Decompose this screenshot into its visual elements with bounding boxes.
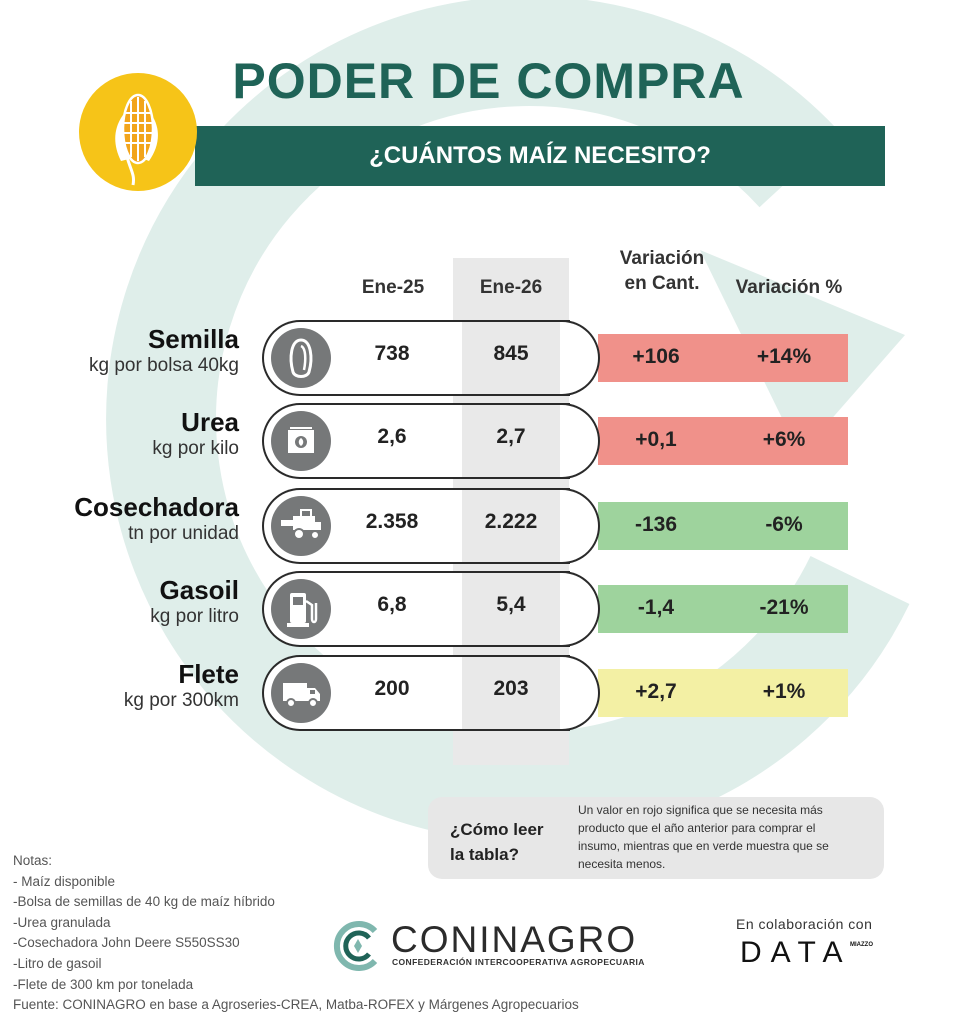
table-row: Semilla kg por bolsa 40kg 738 845 +106 +… xyxy=(0,320,977,396)
row-unit: tn por unidad xyxy=(128,523,239,544)
value-ene25: 738 xyxy=(374,342,410,365)
subtitle: ¿CUÁNTOS MAÍZ NECESITO? xyxy=(369,142,711,169)
row-pill-right xyxy=(560,320,600,396)
row-label: Urea kg por kilo xyxy=(152,407,239,461)
source-line: Fuente: CONINAGRO en base a Agroseries-C… xyxy=(13,997,579,1013)
column-header-var-cant-line1: Variación xyxy=(619,248,705,269)
variation-bar-red xyxy=(598,334,848,382)
seed-icon xyxy=(271,328,331,388)
how-to-read-answer: Un valor en rojo significa que se necesi… xyxy=(578,803,829,871)
row-pill-right xyxy=(560,488,600,564)
value-ene26: 2.222 xyxy=(484,510,538,533)
value-ene25: 200 xyxy=(374,677,410,700)
value-ene26: 203 xyxy=(493,677,529,700)
note-line: -Bolsa de semillas de 40 kg de maíz híbr… xyxy=(13,894,275,910)
coninagro-logo-subtitle: CONFEDERACIÓN INTERCOOPERATIVA AGROPECUA… xyxy=(392,957,645,967)
variation-cant: +0,1 xyxy=(635,428,677,451)
table-row: Cosechadora tn por unidad 2.358 2.222 -1… xyxy=(0,488,977,564)
table-row: Gasoil kg por litro 6,8 5,4 -1,4 -21% xyxy=(0,571,977,647)
value-ene25: 2.358 xyxy=(365,510,419,533)
notes-heading: Notas: xyxy=(13,853,53,868)
page-title: PODER DE COMPRA xyxy=(232,53,745,109)
row-unit: kg por litro xyxy=(150,606,239,627)
row-name: Urea xyxy=(181,407,239,437)
variation-pct: +1% xyxy=(762,680,806,703)
fertilizer-bag-icon xyxy=(271,411,331,471)
row-label: Flete kg por 300km xyxy=(124,659,239,713)
coninagro-logo-icon xyxy=(333,921,378,971)
value-ene26: 845 xyxy=(493,342,529,365)
subtitle-banner: ¿CUÁNTOS MAÍZ NECESITO? xyxy=(195,126,885,186)
value-ene26: 5,4 xyxy=(496,593,526,616)
variation-pct: +14% xyxy=(756,345,812,368)
row-unit: kg por kilo xyxy=(152,438,239,459)
variation-bar-green xyxy=(598,502,848,550)
variation-cant: +2,7 xyxy=(635,680,677,703)
value-ene25: 2,6 xyxy=(377,425,407,448)
row-pill-right xyxy=(560,403,600,479)
table-row: Urea kg por kilo 2,6 2,7 +0,1 +6% xyxy=(0,403,977,479)
variation-cant: -1,4 xyxy=(637,596,675,619)
row-name: Gasoil xyxy=(159,575,239,605)
value-ene26: 2,7 xyxy=(496,425,526,448)
data-logo: DATA xyxy=(740,936,852,969)
row-label: Cosechadora tn por unidad xyxy=(74,492,239,546)
variation-cant: +106 xyxy=(632,345,680,368)
variation-bar-red xyxy=(598,417,848,465)
column-header-var-pct: Variación % xyxy=(735,277,843,298)
table-row: Flete kg por 300km 200 203 +2,7 +1% xyxy=(0,655,977,731)
row-pill-right xyxy=(560,655,600,731)
notes-section: Notas: - Maíz disponible -Bolsa de semil… xyxy=(13,851,653,1016)
row-name: Flete xyxy=(178,659,239,689)
variation-pct: +6% xyxy=(762,428,806,451)
row-label: Gasoil kg por litro xyxy=(150,575,239,629)
truck-icon xyxy=(271,663,331,723)
note-line: -Cosechadora John Deere S550SS30 xyxy=(13,935,240,951)
variation-bar-green xyxy=(598,585,848,633)
row-label: Semilla kg por bolsa 40kg xyxy=(89,324,239,378)
row-name: Semilla xyxy=(147,324,239,354)
column-header-var-cant: Variación en Cant. xyxy=(600,246,724,296)
row-unit: kg por bolsa 40kg xyxy=(89,355,239,376)
note-line: -Urea granulada xyxy=(13,914,111,930)
corn-logo xyxy=(79,73,197,191)
variation-bar-yellow xyxy=(598,669,848,717)
row-unit: kg por 300km xyxy=(123,690,239,711)
how-to-read-box: ¿Cómo leer la tabla? Un valor en rojo si… xyxy=(428,797,884,879)
variation-cant: -136 xyxy=(634,513,678,536)
variation-pct: -6% xyxy=(765,513,803,536)
highlight-column xyxy=(453,258,569,765)
row-name: Cosechadora xyxy=(74,492,239,522)
column-header-var-cant-line2: en Cant. xyxy=(624,273,700,294)
value-ene25: 6,8 xyxy=(377,593,407,616)
note-line: -Flete de 300 km por tonelada xyxy=(13,976,194,992)
column-header-ene25: Ene-25 xyxy=(361,277,425,298)
coninagro-logo-text: CONINAGRO xyxy=(391,919,638,960)
note-line: -Litro de gasoil xyxy=(13,955,102,971)
corn-icon xyxy=(115,93,158,186)
column-header-ene26: Ene-26 xyxy=(479,277,543,298)
row-pill-right xyxy=(560,571,600,647)
fuel-pump-icon xyxy=(271,579,331,639)
collaboration-label: En colaboración con xyxy=(736,916,873,932)
note-line: - Maíz disponible xyxy=(13,873,116,889)
data-logo-superscript: MIAZZO xyxy=(850,942,873,948)
harvester-icon xyxy=(271,496,331,556)
variation-pct: -21% xyxy=(759,596,809,619)
how-to-read-question: ¿Cómo leer la tabla? xyxy=(450,820,544,864)
